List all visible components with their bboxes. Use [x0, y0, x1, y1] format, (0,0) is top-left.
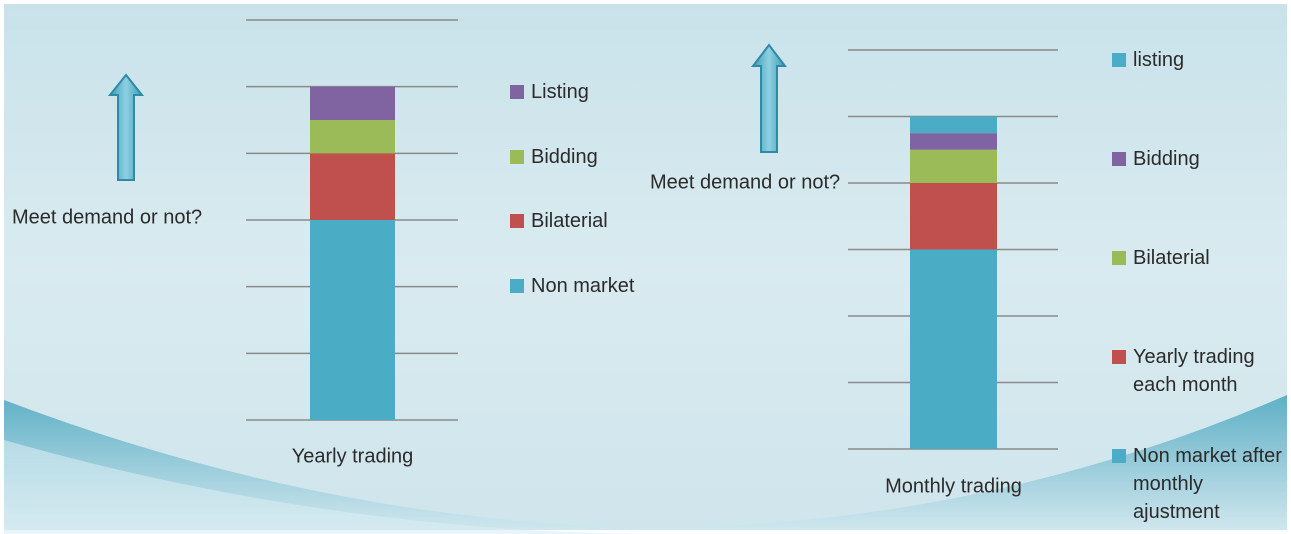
legend-entry: Listing: [510, 78, 681, 106]
legend-swatch: [1112, 53, 1126, 67]
bar-segment: [910, 149, 997, 183]
x-tick-label: Yearly trading: [292, 445, 414, 467]
bar-segment: [310, 86, 395, 120]
legend-swatch: [1112, 152, 1126, 166]
legend-swatch: [1112, 449, 1126, 463]
arrow: [107, 73, 145, 181]
bar-segment: [910, 183, 997, 250]
legend-swatch: [510, 278, 524, 293]
annotation: Meet demand or not?: [650, 171, 840, 193]
x-tick-label: Monthly trading: [885, 475, 1022, 497]
legend-label: Non market after monthly ajustment: [1133, 445, 1282, 523]
bar-segment: [310, 220, 395, 420]
wave: [4, 395, 1287, 530]
legend-label: Bidding: [531, 145, 598, 168]
legend-label: Bidding: [1133, 148, 1200, 170]
legend-entry: Bidding: [1112, 145, 1283, 173]
legend-label: Listing: [531, 81, 589, 103]
legend-entry: Non market: [510, 272, 681, 300]
legend-label: Bilaterial: [531, 210, 608, 232]
bar-segment: [310, 120, 395, 154]
legend-swatch: [1112, 251, 1126, 265]
bar-segment: [910, 249, 997, 449]
bar-segment: [910, 133, 997, 150]
legend-label: listing: [1133, 49, 1185, 71]
legend-entry: listing: [1112, 46, 1283, 74]
background: [4, 4, 1287, 530]
annotation: Meet demand or not?: [12, 206, 202, 228]
wave-light: [4, 440, 640, 534]
bar-segment: [910, 116, 997, 134]
legend-entry: Bilaterial: [510, 207, 681, 235]
legend-entry: Non market after monthly ajustment: [1112, 442, 1283, 526]
legend-entry: Bilaterial: [1112, 244, 1283, 272]
legend-entry: Yearly trading each month: [1112, 343, 1283, 399]
legend-swatch: [1112, 350, 1126, 364]
bar-segment: [310, 153, 395, 220]
legend-label: Bilaterial: [1133, 247, 1210, 269]
legend-swatch: [510, 214, 524, 228]
legend-swatch: [510, 149, 524, 164]
legend-label: Non market: [531, 274, 635, 297]
legend-swatch: [510, 85, 524, 99]
legend-entry: Bidding: [510, 143, 681, 171]
legend-label: Yearly trading each month: [1133, 346, 1255, 396]
arrow: [750, 43, 788, 153]
